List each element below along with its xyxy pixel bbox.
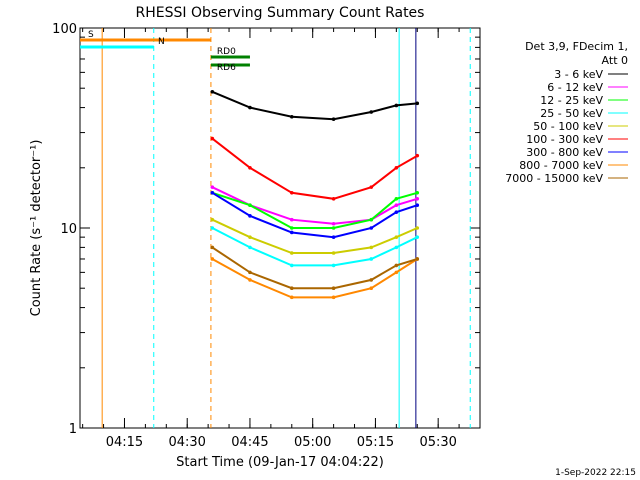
- data-point: [210, 257, 215, 261]
- data-point: [210, 217, 215, 222]
- data-point: [289, 114, 294, 119]
- data-point: [331, 226, 336, 230]
- legend-label: 300 - 800 keV: [526, 146, 603, 159]
- y-axis-label: Count Rate (s⁻¹ detector⁻¹): [29, 140, 44, 317]
- legend-label: 100 - 300 keV: [526, 133, 603, 146]
- data-point: [394, 245, 399, 250]
- data-point: [248, 203, 252, 208]
- data-point: [331, 286, 336, 291]
- chart-title: RHESSI Observing Summary Count Rates: [136, 5, 425, 21]
- x-axis-label: Start Time (09-Jan-17 04:04:22): [176, 455, 384, 470]
- state-bar-label: S: [88, 30, 94, 40]
- data-point: [394, 263, 399, 268]
- data-point: [369, 185, 374, 189]
- x-tick-label: 05:00: [294, 435, 331, 450]
- data-point: [289, 295, 294, 300]
- state-bars: S N RD0 RD6: [80, 30, 250, 73]
- data-point: [369, 110, 374, 114]
- data-point: [415, 226, 420, 230]
- data-point: [415, 257, 420, 261]
- series-line: [211, 90, 418, 121]
- data-point: [415, 203, 420, 208]
- data-point: [394, 235, 399, 239]
- data-point: [248, 165, 252, 170]
- series-line: [211, 137, 418, 200]
- data-point: [331, 235, 336, 239]
- data-point: [394, 210, 399, 214]
- state-bar-label: RD0: [217, 47, 236, 57]
- data-point: [369, 257, 374, 261]
- data-point: [289, 226, 294, 230]
- y-tick-label: 10: [60, 222, 77, 237]
- data-point: [289, 217, 294, 222]
- legend-label: 6 - 12 keV: [547, 81, 603, 94]
- series-group: [210, 89, 420, 300]
- legend-label: 12 - 25 keV: [540, 94, 603, 107]
- data-point: [248, 270, 252, 275]
- y-tick-label: 1: [69, 422, 77, 437]
- y-axis: 1 10 100: [52, 22, 480, 437]
- data-point: [289, 190, 294, 195]
- state-bar-label: N: [158, 37, 165, 47]
- x-tick-label: 04:30: [168, 435, 205, 450]
- data-point: [394, 203, 399, 208]
- data-point: [289, 230, 294, 235]
- data-point: [210, 185, 215, 189]
- data-point: [331, 221, 336, 226]
- legend-label: 25 - 50 keV: [540, 107, 603, 120]
- legend-label: 3 - 6 keV: [554, 68, 603, 81]
- x-tick-label: 05:30: [419, 435, 456, 450]
- x-tick-label: 04:45: [231, 435, 268, 450]
- data-point: [415, 153, 420, 158]
- data-point: [331, 196, 336, 201]
- series-line: [211, 218, 418, 254]
- data-point: [331, 263, 336, 268]
- data-point: [289, 286, 294, 291]
- data-point: [394, 103, 399, 108]
- data-point: [248, 278, 252, 282]
- data-point: [248, 214, 252, 218]
- footer-timestamp: 1-Sep-2022 22:15: [555, 468, 636, 478]
- data-point: [289, 263, 294, 268]
- legend-label: 7000 - 15000 keV: [505, 172, 603, 185]
- data-point: [331, 295, 336, 300]
- data-point: [415, 235, 420, 239]
- data-point: [210, 89, 215, 94]
- data-point: [210, 245, 215, 250]
- data-point: [248, 235, 252, 239]
- legend-label: 50 - 100 keV: [533, 120, 603, 133]
- data-point: [248, 105, 252, 110]
- data-point: [210, 136, 215, 141]
- data-point: [210, 190, 215, 195]
- data-point: [415, 101, 420, 106]
- data-point: [369, 245, 374, 250]
- data-point: [394, 165, 399, 170]
- data-point: [248, 245, 252, 250]
- data-point: [369, 278, 374, 282]
- x-axis: 04:15 04:30 04:45 05:00 05:15 05:30: [82, 28, 481, 450]
- state-bar-label: RD6: [217, 63, 236, 73]
- legend-header: Att 0: [602, 54, 628, 67]
- data-point: [331, 117, 336, 121]
- legend-header: Det 3,9, FDecim 1,: [525, 40, 628, 53]
- data-point: [210, 226, 215, 230]
- data-point: [331, 251, 336, 255]
- data-point: [394, 270, 399, 275]
- data-point: [369, 226, 374, 230]
- data-point: [289, 251, 294, 255]
- legend-label: 800 - 7000 keV: [519, 159, 603, 172]
- x-tick-label: 04:15: [106, 435, 143, 450]
- data-point: [415, 190, 420, 195]
- data-point: [369, 217, 374, 222]
- series-line: [211, 191, 418, 239]
- data-point: [415, 196, 420, 201]
- x-tick-label: 05:15: [357, 435, 394, 450]
- data-point: [369, 286, 374, 291]
- y-tick-label: 100: [52, 22, 77, 37]
- data-point: [394, 196, 399, 201]
